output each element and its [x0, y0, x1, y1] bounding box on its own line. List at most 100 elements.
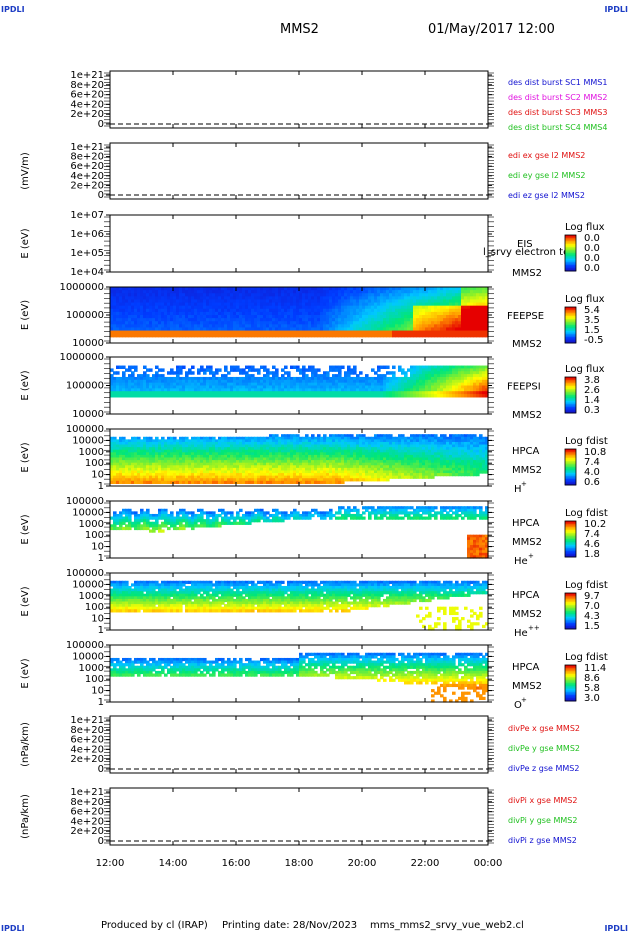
heat-cell: [317, 454, 321, 459]
heat-cell: [464, 308, 468, 313]
heat-cell: [437, 374, 441, 378]
heat-cell: [461, 371, 465, 375]
heat-cell: [236, 478, 240, 482]
heat-cell: [263, 462, 267, 466]
heat-cell: [281, 327, 285, 332]
heat-cell: [254, 454, 258, 459]
heat-cell: [152, 324, 156, 329]
heat-cell: [293, 434, 297, 438]
heat-cell: [245, 447, 249, 451]
heat-cell: [248, 452, 252, 456]
heat-cell: [416, 368, 420, 372]
heat-cell: [320, 385, 324, 389]
heat-cell: [269, 318, 273, 322]
heat-cell: [161, 290, 165, 294]
heat-cell: [200, 324, 204, 329]
heat-cell: [218, 394, 222, 398]
heat-cell: [410, 321, 414, 325]
heat-cell: [467, 379, 471, 384]
heat-cell: [206, 318, 210, 322]
heat-cell: [323, 441, 327, 446]
heat-cell: [167, 287, 171, 291]
heat-cell: [119, 467, 123, 472]
heat-cell: [338, 308, 342, 313]
heat-cell: [401, 318, 405, 322]
heat-cell: [314, 315, 318, 319]
heat-cell: [197, 311, 201, 316]
heat-cell: [119, 311, 123, 316]
heat-cell: [137, 457, 141, 461]
heat-cell: [467, 394, 471, 398]
heat-cell: [254, 296, 258, 301]
heat-cell: [113, 475, 117, 479]
heat-cell: [305, 444, 309, 448]
heat-cell: [176, 394, 180, 398]
heat-cell: [455, 382, 459, 387]
heat-cell: [248, 365, 252, 369]
heat-cell: [188, 321, 192, 325]
heat-cell: [200, 365, 204, 369]
heat-cell: [137, 441, 141, 446]
heat-cell: [299, 333, 303, 338]
heat-cell: [152, 465, 156, 469]
heat-cell: [224, 382, 228, 387]
heat-cell: [203, 371, 207, 375]
heat-cell: [140, 394, 144, 398]
heat-cell: [188, 308, 192, 313]
heat-cell: [413, 315, 417, 319]
heat-cell: [206, 444, 210, 448]
heat-cell: [128, 382, 132, 387]
heat-cell: [353, 324, 357, 329]
heat-cell: [218, 379, 222, 384]
heat-cell: [302, 293, 306, 297]
heat-cell: [314, 470, 318, 474]
heat-cell: [419, 305, 423, 310]
heat-cell: [206, 436, 210, 440]
heat-cell: [191, 449, 195, 453]
heat-cell: [113, 436, 117, 440]
heat-cell: [287, 452, 291, 456]
heat-cell: [134, 318, 138, 322]
heat-cell: [206, 475, 210, 479]
heat-cell: [116, 454, 120, 459]
heat-cell: [149, 452, 153, 456]
heat-cell: [359, 371, 363, 375]
heat-cell: [218, 388, 222, 392]
heat-cell: [287, 374, 291, 378]
heat-cell: [359, 299, 363, 304]
heat-cell: [476, 321, 480, 325]
heat-cell: [263, 299, 267, 304]
heat-cell: [311, 467, 315, 472]
heat-cell: [449, 385, 453, 389]
heat-cell: [305, 454, 309, 459]
heat-cell: [311, 290, 315, 294]
heat-cell: [338, 447, 342, 451]
heat-cell: [455, 327, 459, 332]
heat-cell: [422, 327, 426, 332]
heat-cell: [314, 327, 318, 332]
heat-cell: [431, 379, 435, 384]
heat-cell: [314, 371, 318, 375]
heat-cell: [152, 441, 156, 446]
heat-cell: [191, 308, 195, 313]
heat-cell: [275, 376, 279, 381]
panel-feepsi-colorbar-cell: [565, 392, 576, 394]
heat-cell: [215, 467, 219, 472]
heat-cell: [482, 311, 486, 316]
heat-cell: [173, 290, 177, 294]
heat-cell: [263, 439, 267, 443]
heat-cell: [329, 434, 333, 438]
heat-cell: [119, 462, 123, 466]
heat-cell: [239, 444, 243, 448]
heat-cell: [353, 293, 357, 297]
heat-cell: [407, 327, 411, 332]
heat-cell: [251, 302, 255, 307]
heat-cell: [263, 374, 267, 378]
heat-cell: [407, 324, 411, 329]
heat-cell: [146, 374, 150, 378]
heat-cell: [212, 302, 216, 307]
heat-cell: [440, 308, 444, 313]
heat-cell: [290, 470, 294, 474]
heat-cell: [425, 290, 429, 294]
